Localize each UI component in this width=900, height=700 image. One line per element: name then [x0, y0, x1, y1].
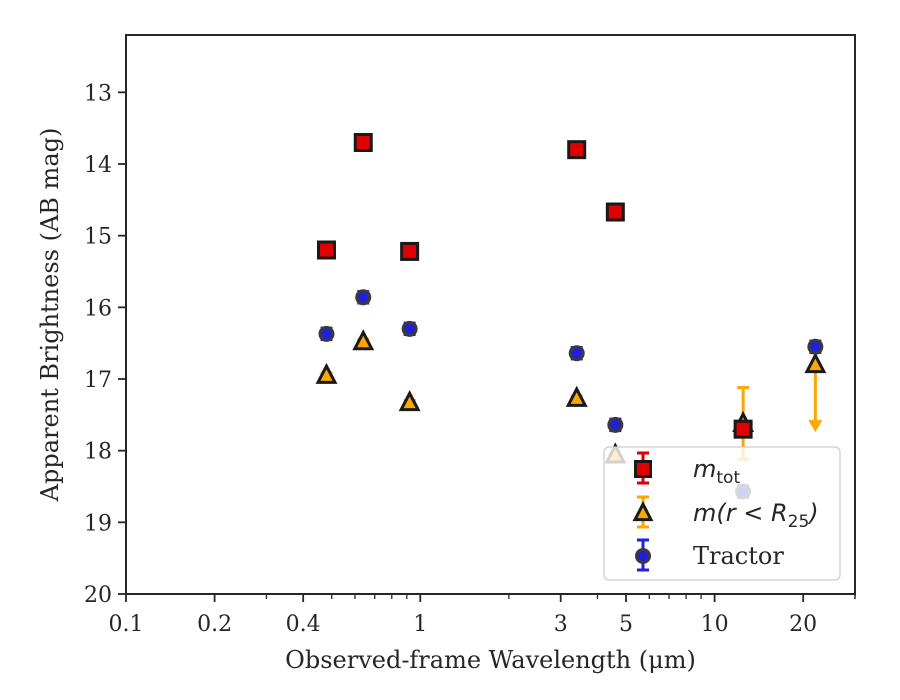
y-tick-label: 16 — [84, 296, 112, 321]
legend-box — [603, 446, 841, 581]
plot-frame — [125, 34, 856, 595]
y-tick-label: 20 — [84, 583, 112, 608]
chart-marks — [315, 133, 827, 500]
y-tick-label: 15 — [84, 225, 112, 250]
data-point-square — [567, 140, 587, 160]
data-point-triangle — [315, 362, 338, 384]
x-tick-label: 3 — [554, 612, 568, 637]
data-point-circle — [807, 338, 824, 355]
legend: mtot m(r < R25) Tractor — [603, 446, 841, 581]
x-axis-title: Observed-frame Wavelength (μm) — [285, 646, 696, 674]
data-point-square — [353, 133, 373, 152]
data-point-triangle — [398, 390, 421, 412]
legend-symbol — [634, 460, 652, 478]
legend-label: m(r < R25) — [693, 499, 819, 532]
legend-marker-circle — [635, 538, 651, 572]
y-tick-label: 14 — [84, 153, 112, 178]
y-tick-label: 13 — [84, 81, 112, 106]
x-tick-label: 10 — [701, 612, 729, 637]
x-tick-label: 5 — [619, 612, 633, 637]
data-point-circle — [607, 416, 624, 433]
x-axis-ticks: 0.1 0.2 0.4 1 3 5 10 20 — [109, 594, 856, 637]
data-point-circle — [318, 325, 335, 342]
data-point-square — [733, 419, 753, 439]
legend-symbol — [635, 548, 651, 564]
legend-label: Tractor — [693, 542, 784, 570]
upper-limit-arrow — [808, 420, 823, 433]
series-square — [316, 133, 753, 439]
data-point-square — [605, 202, 625, 222]
y-tick-label: 17 — [84, 368, 112, 393]
y-axis-title: Apparent Brightness (AB mag) — [36, 128, 64, 503]
legend-symbol — [632, 500, 654, 522]
x-tick-label: 0.4 — [286, 612, 321, 637]
data-point-circle — [355, 289, 372, 306]
y-tick-label: 19 — [84, 511, 112, 536]
x-tick-label: 0.1 — [109, 612, 144, 637]
data-point-circle — [568, 345, 585, 362]
data-point-triangle — [352, 329, 375, 351]
legend-label: mtot — [693, 455, 740, 488]
data-point-square — [400, 241, 420, 261]
legend-marker-triangle — [632, 495, 654, 529]
data-point-square — [316, 240, 336, 260]
x-tick-label: 20 — [789, 612, 817, 637]
x-tick-label: 0.2 — [197, 612, 232, 637]
legend-marker-square — [634, 451, 652, 485]
y-axis-ticks: 13 14 15 16 17 18 19 20 — [84, 81, 126, 608]
data-point-triangle — [804, 352, 827, 374]
data-point-circle — [401, 320, 418, 337]
y-tick-label: 18 — [84, 440, 112, 465]
data-point-triangle — [565, 385, 588, 407]
x-tick-label: 1 — [413, 612, 427, 637]
